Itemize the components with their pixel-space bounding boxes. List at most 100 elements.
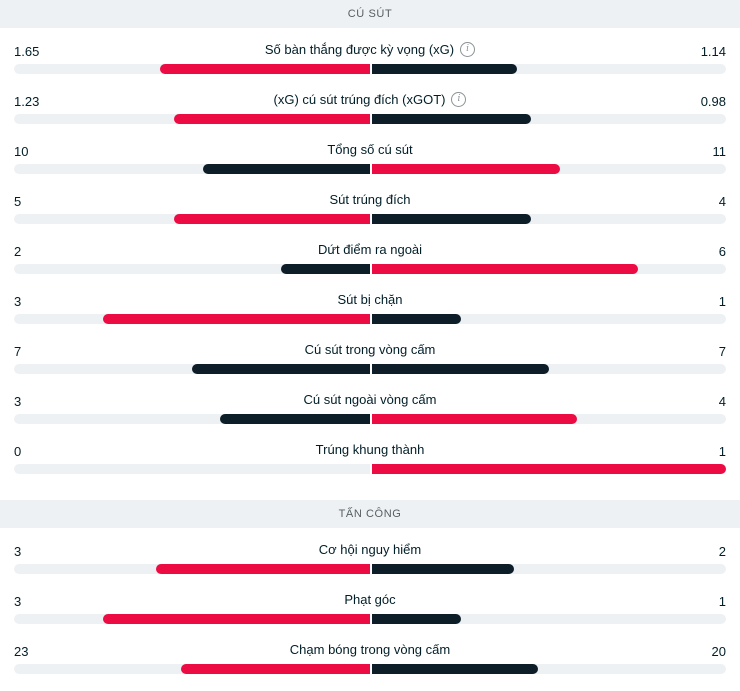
away-bar-fill — [372, 614, 461, 624]
away-value: 1 — [718, 444, 726, 459]
stat-label: Trúng khung thành — [0, 442, 740, 457]
stat-label-text: Cú sút ngoài vòng cấm — [303, 392, 437, 407]
home-bar-fill — [202, 164, 370, 174]
stat-row: 3 Cú sút ngoài vòng cấm 4 — [0, 378, 740, 428]
stat-rows: 3 Cơ hội nguy hiểm 2 3 Phạt góc 1 23 Chạm bóng … — [0, 528, 740, 678]
home-bar-track — [14, 214, 370, 224]
stat-label: Sút trúng đích — [0, 192, 740, 207]
home-bar-track — [14, 314, 370, 324]
away-bar-track — [372, 464, 726, 474]
stat-row: 5 Sút trúng đích 4 — [0, 178, 740, 228]
section-header: TẤN CÔNG — [0, 500, 740, 528]
stat-row: 0 Trúng khung thành 1 — [0, 428, 740, 478]
away-bar-track — [372, 664, 726, 674]
stat-row: 3 Cơ hội nguy hiểm 2 — [0, 528, 740, 578]
stat-label-text: Sút trúng đích — [329, 192, 411, 207]
away-bar-track — [372, 364, 726, 374]
home-value: 1.65 — [14, 44, 40, 59]
home-bar-fill — [181, 664, 370, 674]
stat-label: Cú sút ngoài vòng cấm — [0, 392, 740, 407]
away-bar-fill — [372, 164, 560, 174]
away-bar-fill — [372, 114, 532, 124]
home-bar-fill — [220, 414, 370, 424]
away-value: 1 — [718, 294, 726, 309]
stat-label-text: Cơ hội nguy hiểm — [318, 542, 422, 557]
away-bar-fill — [372, 314, 461, 324]
away-bar-track — [372, 164, 726, 174]
away-value: 2 — [718, 544, 726, 559]
home-value: 3 — [14, 394, 22, 409]
stat-label-text: Dứt điểm ra ngoài — [317, 242, 423, 257]
stat-label: Chạm bóng trong vòng cấm — [0, 642, 740, 657]
home-bar-track — [14, 264, 370, 274]
home-bar-fill — [281, 264, 370, 274]
stat-label: Sút bị chặn — [0, 292, 740, 307]
away-value: 4 — [718, 394, 726, 409]
stat-label-text: Sút bị chặn — [337, 292, 403, 307]
away-bar-fill — [372, 664, 539, 674]
away-bar-fill — [372, 214, 532, 224]
away-bar-track — [372, 214, 726, 224]
home-bar-track — [14, 664, 370, 674]
stat-label: Tổng số cú sút — [0, 142, 740, 157]
stat-row: 3 Sút bị chặn 1 — [0, 278, 740, 328]
stat-label: Số bàn thắng được kỳ vọng (xG) i — [0, 42, 740, 57]
home-bar-track — [14, 364, 370, 374]
home-value: 0 — [14, 444, 22, 459]
home-bar-track — [14, 164, 370, 174]
section-shots: CÚ SÚT 1.65 Số bàn thắng được kỳ vọng (xG… — [0, 0, 740, 478]
away-bar-fill — [372, 414, 578, 424]
stat-label-text: (xG) cú sút trúng đích (xGOT) — [273, 92, 446, 107]
home-bar-fill — [174, 214, 370, 224]
home-value: 3 — [14, 544, 22, 559]
stat-row: 1.23 (xG) cú sút trúng đích (xGOT) i 0.98 — [0, 78, 740, 128]
stat-label: Phạt góc — [0, 592, 740, 607]
away-bar-fill — [372, 64, 518, 74]
home-bar-fill — [103, 614, 370, 624]
away-bar-track — [372, 414, 726, 424]
section-header: CÚ SÚT — [0, 0, 740, 28]
away-bar-track — [372, 314, 726, 324]
stat-label-text: Trúng khung thành — [315, 442, 425, 457]
stat-row: 10 Tổng số cú sút 11 — [0, 128, 740, 178]
away-bar-fill — [372, 364, 549, 374]
info-icon[interactable]: i — [451, 92, 467, 107]
away-bar-track — [372, 114, 726, 124]
away-value: 0.98 — [700, 94, 726, 109]
home-value: 23 — [14, 644, 29, 659]
home-bar-fill — [156, 564, 370, 574]
home-bar-fill — [103, 314, 370, 324]
away-value: 4 — [718, 194, 726, 209]
home-value: 3 — [14, 594, 22, 609]
stat-row: 7 Cú sút trong vòng cấm 7 — [0, 328, 740, 378]
away-bar-track — [372, 614, 726, 624]
home-value: 3 — [14, 294, 22, 309]
home-value: 7 — [14, 344, 22, 359]
stat-row: 1.65 Số bàn thắng được kỳ vọng (xG) i 1.14 — [0, 28, 740, 78]
home-value: 2 — [14, 244, 22, 259]
stat-label: (xG) cú sút trúng đích (xGOT) i — [0, 92, 740, 107]
away-value: 6 — [718, 244, 726, 259]
stat-label-text: Phạt góc — [344, 592, 396, 607]
stat-row: 23 Chạm bóng trong vòng cấm 20 — [0, 628, 740, 678]
stat-row: 2 Dứt điểm ra ngoài 6 — [0, 228, 740, 278]
info-icon[interactable]: i — [460, 42, 476, 57]
home-bar-track — [14, 64, 370, 74]
away-value: 20 — [711, 644, 726, 659]
away-value: 11 — [712, 144, 727, 159]
stat-label: Dứt điểm ra ngoài — [0, 242, 740, 257]
home-value: 10 — [14, 144, 29, 159]
away-bar-track — [372, 64, 726, 74]
away-bar-track — [372, 264, 726, 274]
section-attack: TẤN CÔNG 3 Cơ hội nguy hiểm 2 3 Phạt góc 1 23 C… — [0, 500, 740, 678]
home-bar-fill — [174, 114, 370, 124]
stat-rows: 1.65 Số bàn thắng được kỳ vọng (xG) i 1.14 1… — [0, 28, 740, 478]
stat-label-text: Chạm bóng trong vòng cấm — [289, 642, 451, 657]
home-bar-track — [14, 114, 370, 124]
stat-label-text: Cú sút trong vòng cấm — [304, 342, 436, 357]
stat-label: Cơ hội nguy hiểm — [0, 542, 740, 557]
home-bar-track — [14, 464, 370, 474]
home-value: 1.23 — [14, 94, 40, 109]
home-bar-track — [14, 414, 370, 424]
home-bar-fill — [159, 64, 370, 74]
